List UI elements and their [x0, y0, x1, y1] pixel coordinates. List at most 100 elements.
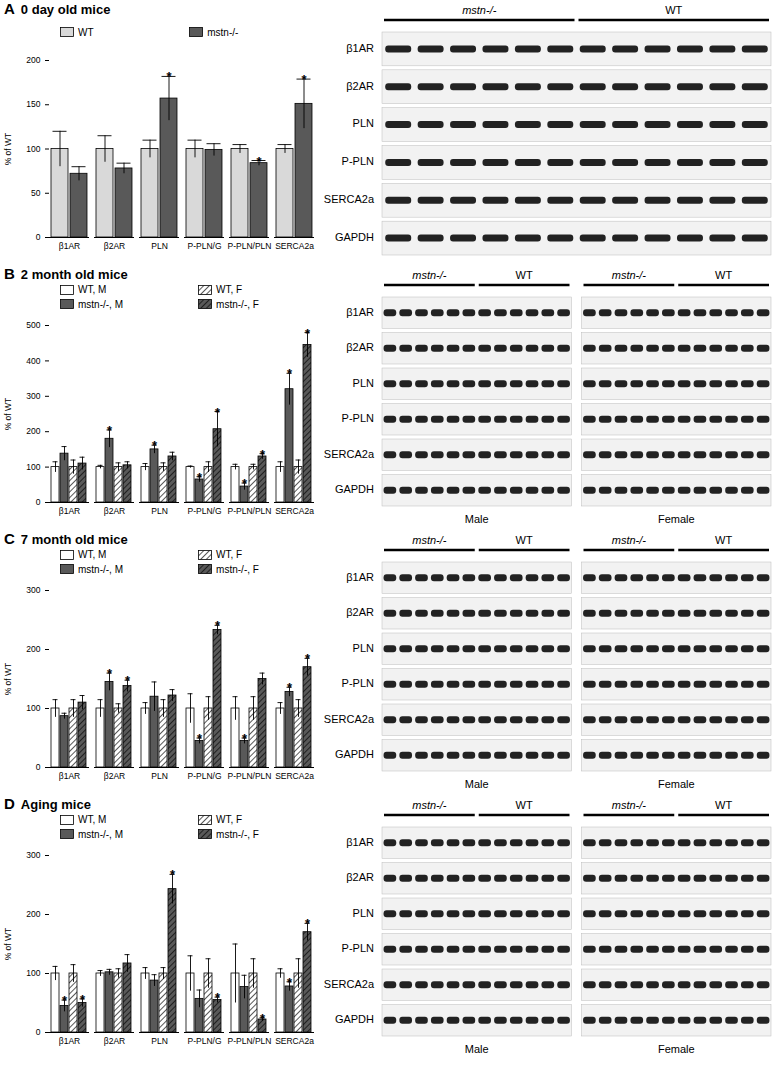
svg-text:*: * [256, 154, 262, 169]
svg-text:β2AR: β2AR [104, 506, 125, 516]
svg-text:0: 0 [36, 232, 41, 242]
svg-text:*: * [107, 666, 113, 681]
svg-text:*: * [107, 423, 113, 438]
svg-text:β2AR: β2AR [346, 871, 374, 883]
svg-text:% of WT: % of WT [3, 398, 13, 431]
svg-text:PLN: PLN [151, 506, 168, 516]
svg-text:Male: Male [465, 1043, 489, 1055]
svg-text:*: * [62, 993, 68, 1008]
svg-text:*: * [125, 673, 131, 688]
svg-text:β1AR: β1AR [59, 771, 80, 781]
svg-text:200: 200 [26, 644, 40, 654]
svg-text:*: * [260, 447, 266, 462]
svg-text:mstn-/-: mstn-/- [412, 534, 447, 546]
svg-text:*: * [215, 618, 221, 633]
svg-text:Female: Female [658, 1043, 695, 1055]
svg-text:mstn-/-: mstn-/- [412, 799, 447, 811]
svg-text:β2AR: β2AR [104, 1036, 125, 1046]
svg-text:β1AR: β1AR [346, 836, 374, 848]
svg-text:SERCA2a: SERCA2a [324, 978, 375, 990]
svg-text:0: 0 [36, 1027, 41, 1037]
svg-text:P-PLN/G: P-PLN/G [187, 241, 221, 251]
svg-text:100: 100 [26, 968, 40, 978]
svg-text:Female: Female [658, 513, 695, 525]
svg-text:*: * [287, 975, 293, 990]
svg-text:β1AR: β1AR [346, 42, 374, 54]
svg-text:mstn-/-: mstn-/- [612, 534, 647, 546]
svg-text:WT: WT [715, 799, 732, 811]
svg-text:PLN: PLN [353, 377, 374, 389]
svg-text:GAPDH: GAPDH [335, 231, 374, 243]
svg-text:*: * [301, 72, 307, 87]
svg-text:β2AR: β2AR [346, 341, 374, 353]
svg-text:P-PLN/G: P-PLN/G [187, 771, 221, 781]
svg-text:SERCA2a: SERCA2a [324, 448, 375, 460]
svg-text:P-PLN: P-PLN [342, 412, 374, 424]
svg-text:β1AR: β1AR [59, 506, 80, 516]
svg-text:100: 100 [26, 144, 40, 154]
svg-text:P-PLN/PLN: P-PLN/PLN [228, 506, 272, 516]
svg-text:100: 100 [26, 703, 40, 713]
svg-text:P-PLN/G: P-PLN/G [187, 506, 221, 516]
svg-text:SERCA2a: SERCA2a [275, 241, 314, 251]
svg-text:*: * [80, 992, 86, 1007]
svg-text:P-PLN/PLN: P-PLN/PLN [228, 1036, 272, 1046]
svg-text:mstn-/-: mstn-/- [462, 4, 497, 16]
svg-text:GAPDH: GAPDH [335, 1013, 374, 1025]
svg-text:GAPDH: GAPDH [335, 748, 374, 760]
svg-text:200: 200 [26, 909, 40, 919]
svg-text:β2AR: β2AR [346, 80, 374, 92]
svg-text:SERCA2a: SERCA2a [324, 713, 375, 725]
svg-text:200: 200 [26, 426, 40, 436]
svg-text:mstn-/-: mstn-/- [412, 269, 447, 281]
svg-text:P-PLN: P-PLN [342, 155, 374, 167]
svg-text:GAPDH: GAPDH [335, 483, 374, 495]
svg-text:P-PLN: P-PLN [342, 942, 374, 954]
svg-text:*: * [197, 731, 203, 746]
svg-text:WT: WT [516, 799, 533, 811]
svg-text:PLN: PLN [151, 1036, 168, 1046]
svg-text:*: * [305, 916, 311, 931]
svg-text:PLN: PLN [151, 241, 168, 251]
svg-text:Male: Male [465, 513, 489, 525]
svg-text:SERCA2a: SERCA2a [275, 506, 314, 516]
svg-text:PLN: PLN [151, 771, 168, 781]
svg-text:WT: WT [715, 269, 732, 281]
svg-text:% of WT: % of WT [3, 133, 13, 166]
svg-text:SERCA2a: SERCA2a [324, 193, 375, 205]
svg-text:P-PLN/PLN: P-PLN/PLN [228, 771, 272, 781]
svg-text:300: 300 [26, 391, 40, 401]
svg-text:100: 100 [26, 462, 40, 472]
svg-text:0: 0 [36, 497, 41, 507]
svg-text:β1AR: β1AR [59, 1036, 80, 1046]
svg-text:*: * [242, 731, 248, 746]
svg-text:β2AR: β2AR [104, 241, 125, 251]
svg-text:*: * [260, 1011, 266, 1026]
svg-text:% of WT: % of WT [3, 663, 13, 696]
svg-text:*: * [242, 476, 248, 491]
svg-text:P-PLN/G: P-PLN/G [187, 1036, 221, 1046]
svg-text:*: * [215, 990, 221, 1005]
svg-text:WT: WT [715, 534, 732, 546]
svg-text:*: * [305, 326, 311, 341]
svg-text:SERCA2a: SERCA2a [275, 771, 314, 781]
svg-text:500: 500 [26, 320, 40, 330]
svg-text:P-PLN: P-PLN [342, 677, 374, 689]
svg-text:150: 150 [26, 99, 40, 109]
svg-text:50: 50 [31, 188, 41, 198]
svg-text:PLN: PLN [353, 907, 374, 919]
svg-text:*: * [166, 69, 172, 84]
svg-text:WT: WT [665, 4, 682, 16]
svg-text:*: * [287, 366, 293, 381]
svg-text:*: * [152, 438, 158, 453]
svg-text:*: * [287, 680, 293, 695]
svg-text:*: * [197, 470, 203, 485]
svg-text:β1AR: β1AR [346, 571, 374, 583]
svg-text:β2AR: β2AR [104, 771, 125, 781]
svg-text:*: * [170, 867, 176, 882]
svg-text:300: 300 [26, 850, 40, 860]
svg-text:β2AR: β2AR [346, 606, 374, 618]
svg-text:200: 200 [26, 55, 40, 65]
svg-text:*: * [305, 651, 311, 666]
svg-text:SERCA2a: SERCA2a [275, 1036, 314, 1046]
